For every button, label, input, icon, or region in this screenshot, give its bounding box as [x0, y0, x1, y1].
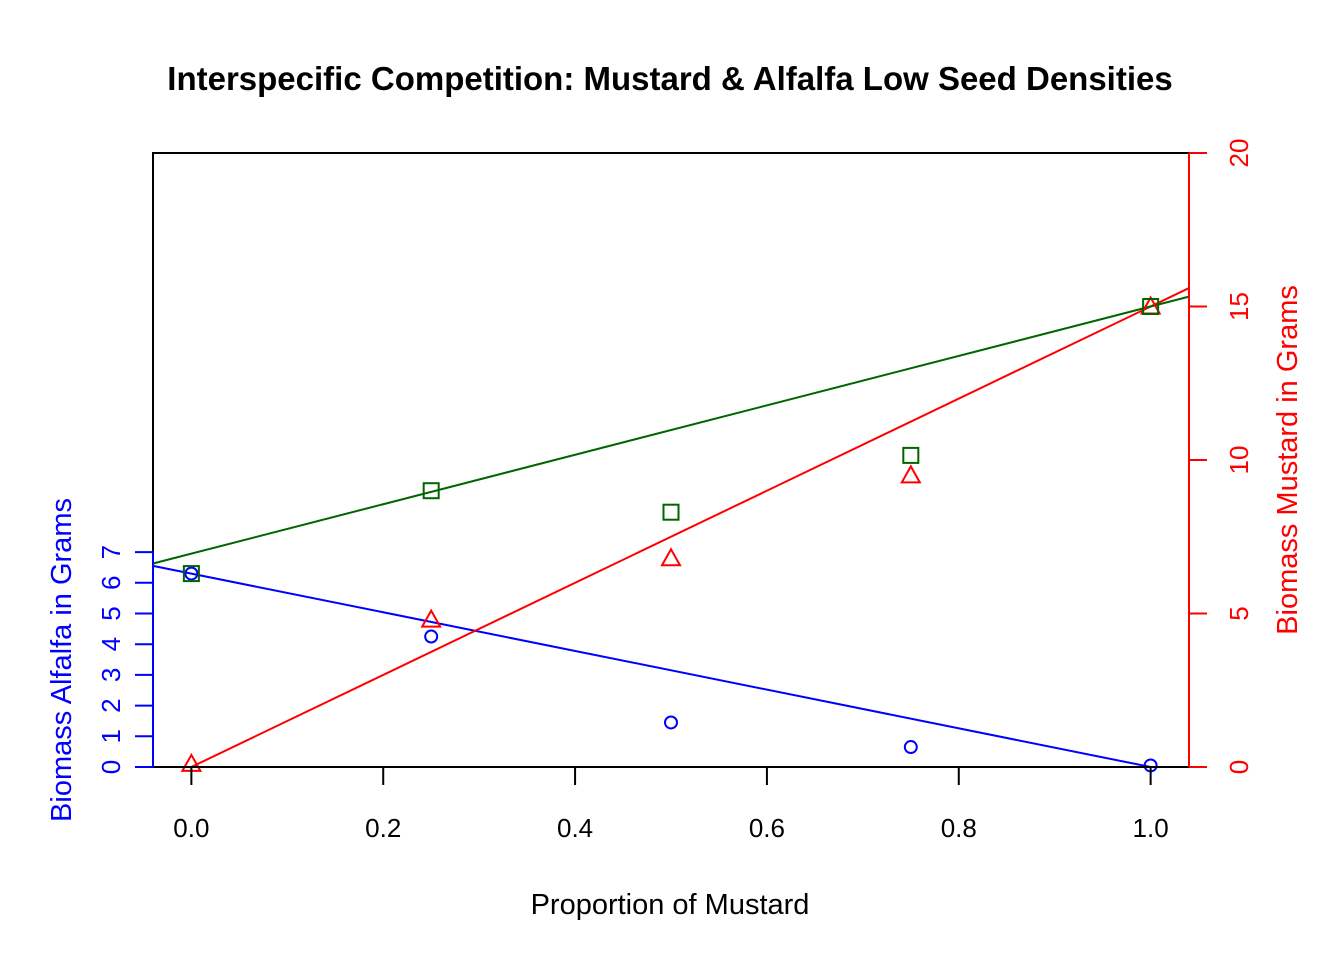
triangle-point	[660, 547, 682, 567]
left-tick-label: 2	[96, 698, 126, 712]
chart-title: Interspecific Competition: Mustard & Alf…	[167, 60, 1172, 97]
triangle-point	[420, 608, 442, 628]
square-point	[902, 446, 920, 464]
left-tick-label: 1	[96, 729, 126, 743]
left-tick-label: 4	[96, 637, 126, 651]
circle-point	[424, 629, 439, 644]
square-fit-line	[152, 295, 1190, 565]
right-tick-label: 10	[1224, 446, 1254, 475]
triangle-fit-line	[190, 287, 1190, 768]
circle-point	[903, 740, 918, 755]
data-markers	[180, 295, 1162, 773]
x-tick-label: 0.6	[749, 813, 785, 843]
x-tick-label: 0.2	[365, 813, 401, 843]
left-tick-label: 0	[96, 760, 126, 774]
right-tick-label: 20	[1224, 139, 1254, 168]
right-tick-label: 15	[1224, 292, 1254, 321]
square-point	[1142, 298, 1160, 315]
x-tick-label: 0.0	[173, 813, 209, 843]
circle-fit-line	[152, 564, 1151, 768]
left-tick-label: 5	[96, 606, 126, 620]
plot-frame	[152, 152, 1190, 768]
square-point	[422, 482, 440, 500]
fit-lines	[152, 287, 1190, 768]
right-axis-label: Biomass Mustard in Grams	[1272, 285, 1304, 635]
x-tick-label: 0.8	[941, 813, 977, 843]
x-axis: 0.0 0.2 0.4 0.6 0.8 1.0	[173, 766, 1169, 843]
square-point	[662, 503, 680, 521]
left-tick-label: 3	[96, 668, 126, 682]
left-y-axis: 0 1 2 3 4 5 6 7	[96, 545, 154, 774]
left-tick-label: 7	[96, 545, 126, 559]
circle-point	[184, 566, 199, 581]
left-axis-label: Biomass Alfalfa in Grams	[46, 498, 78, 822]
left-tick-label: 6	[96, 576, 126, 590]
x-axis-label: Proportion of Mustard	[531, 889, 810, 921]
right-y-axis: 0 5 10 15 20	[1188, 139, 1254, 774]
right-tick-label: 0	[1224, 760, 1254, 774]
triangle-point	[900, 464, 922, 484]
circle-point	[664, 715, 678, 730]
square-point	[182, 565, 200, 583]
x-tick-label: 1.0	[1133, 813, 1169, 843]
x-tick-label: 0.4	[557, 813, 593, 843]
right-tick-label: 5	[1224, 606, 1254, 620]
